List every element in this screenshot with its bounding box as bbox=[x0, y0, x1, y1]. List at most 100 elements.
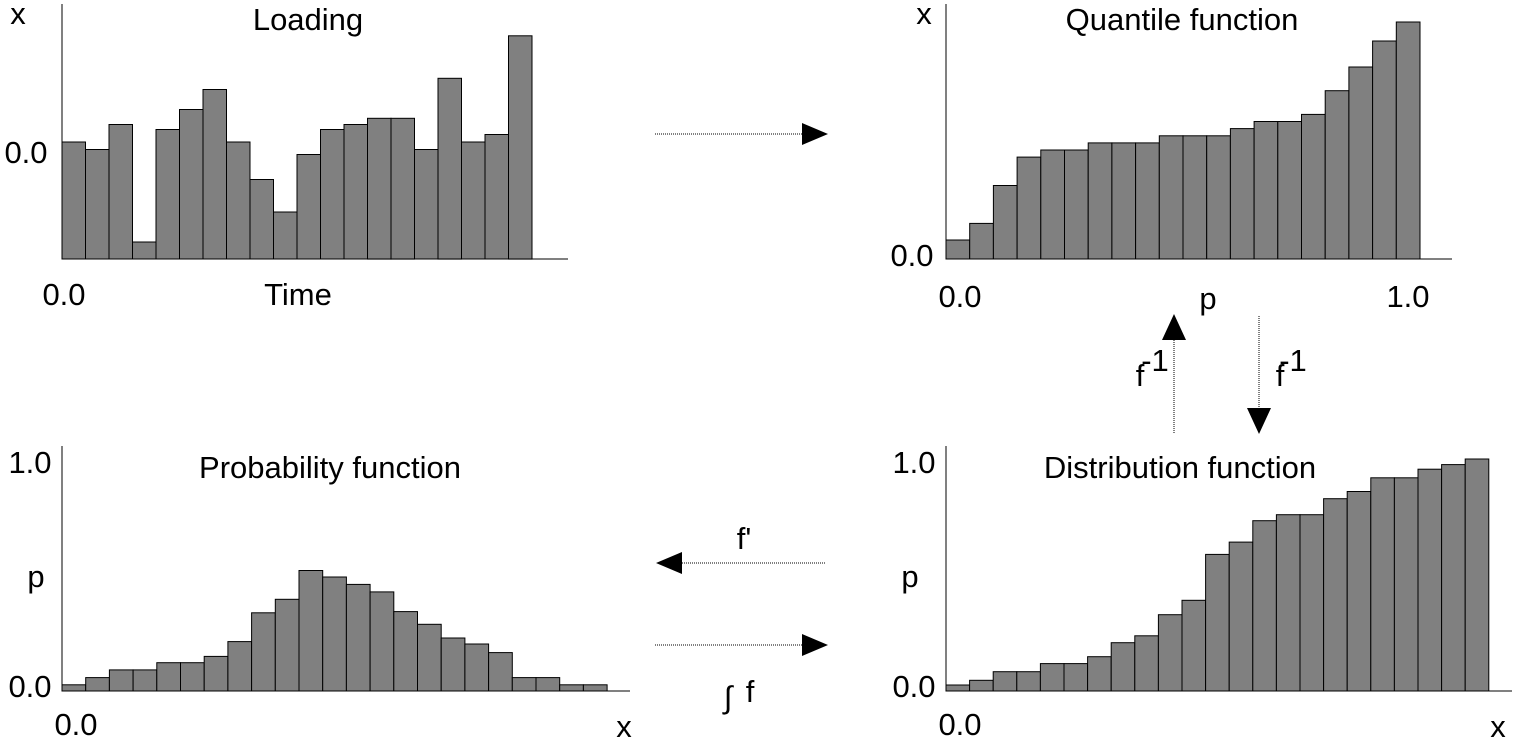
quantile-bar bbox=[1372, 40, 1397, 260]
loading-bar bbox=[343, 124, 368, 260]
probability-title: Probability function bbox=[199, 450, 461, 485]
distribution-bar bbox=[1110, 642, 1136, 692]
probability-bar bbox=[203, 655, 229, 692]
probability-x-axis-label: x bbox=[616, 709, 632, 740]
distribution-bar bbox=[1205, 553, 1230, 692]
distribution-bar bbox=[1464, 458, 1490, 692]
loading-bar bbox=[296, 154, 321, 260]
quantile-x-axis-label: p bbox=[1199, 281, 1216, 316]
distribution-y-tick-top: 1.0 bbox=[892, 445, 935, 480]
quantile-bar bbox=[1087, 142, 1113, 260]
probability-bar bbox=[85, 677, 110, 692]
distribution-bar bbox=[1157, 614, 1183, 692]
loading-bar bbox=[367, 117, 392, 260]
loading-bar bbox=[508, 35, 533, 260]
distribution-bar bbox=[1252, 520, 1277, 692]
loading-bar bbox=[108, 124, 133, 260]
quantile-title: Quantile function bbox=[1066, 2, 1299, 37]
probability-bar bbox=[393, 611, 418, 692]
distribution-bar bbox=[992, 671, 1018, 692]
probability-bar bbox=[180, 662, 205, 692]
loading-to-quantile-arrow bbox=[655, 123, 828, 145]
distribution-bar bbox=[1299, 514, 1325, 692]
probability-bar bbox=[535, 677, 561, 692]
probability-bar bbox=[464, 643, 490, 692]
probability-bar bbox=[511, 677, 537, 692]
integral-label: f bbox=[746, 674, 755, 709]
distribution-x-axis-label: x bbox=[1490, 709, 1506, 740]
quantile-bar bbox=[1229, 128, 1255, 260]
distribution-y-tick-bottom: 0.0 bbox=[892, 669, 935, 704]
quantile-bar bbox=[1040, 149, 1066, 260]
distribution-bars bbox=[945, 458, 1490, 692]
probability-bar bbox=[440, 637, 466, 692]
quantile-bar bbox=[945, 239, 971, 260]
loading-bar bbox=[202, 89, 227, 260]
quantile-bar bbox=[1111, 142, 1137, 260]
loading-bar bbox=[85, 149, 110, 260]
probability-bar bbox=[274, 598, 300, 692]
probability-y-tick-bottom: 0.0 bbox=[8, 669, 51, 704]
quantile-bar bbox=[992, 185, 1018, 260]
distribution-bar bbox=[1134, 635, 1159, 692]
distribution-x-tick-zero: 0.0 bbox=[938, 707, 981, 740]
probability-bars bbox=[61, 570, 608, 692]
quantile-bar bbox=[1395, 21, 1421, 260]
distribution-bar bbox=[1039, 663, 1065, 692]
distribution-bar bbox=[1228, 541, 1254, 692]
loading-bar bbox=[484, 134, 509, 260]
distribution-bar bbox=[1063, 663, 1089, 692]
loading-bar bbox=[437, 77, 462, 260]
derivative-label: f' bbox=[737, 521, 752, 556]
loading-x-axis-label: Time bbox=[264, 277, 332, 312]
distribution-bar bbox=[1417, 468, 1443, 692]
probability-bar bbox=[227, 641, 253, 692]
loading-bar bbox=[414, 149, 439, 260]
loading-bar bbox=[390, 117, 415, 260]
probability-bar bbox=[132, 669, 158, 692]
distribution-bar bbox=[1393, 477, 1419, 692]
probability-y-axis-label: p bbox=[27, 559, 44, 594]
quantile-x-tick-end: 1.0 bbox=[1386, 279, 1429, 314]
quantile-y-tick-zero: 0.0 bbox=[890, 238, 933, 273]
loading-y-tick-zero: 0.0 bbox=[4, 135, 47, 170]
loading-bar bbox=[249, 179, 274, 260]
quantile-bar bbox=[1158, 135, 1184, 260]
loading-bars bbox=[61, 35, 533, 260]
quantile-bar bbox=[969, 222, 994, 260]
probability-x-tick-zero: 0.0 bbox=[54, 707, 97, 740]
probability-bar bbox=[369, 591, 395, 692]
distribution-bar bbox=[1181, 599, 1207, 692]
inverse-down-superscript: -1 bbox=[1279, 343, 1307, 378]
loading-bar bbox=[273, 211, 298, 260]
probability-bar bbox=[559, 684, 584, 692]
probability-bar bbox=[251, 612, 276, 692]
quantile-bar bbox=[1135, 142, 1160, 260]
quantile-bar bbox=[1301, 113, 1326, 260]
distribution-bar bbox=[1323, 498, 1348, 692]
probability-bar bbox=[156, 662, 182, 692]
integral-symbol: ∫ bbox=[722, 680, 735, 715]
inverse-up-label: f bbox=[1136, 358, 1145, 393]
quantile-bar bbox=[1206, 135, 1231, 260]
quantile-bar bbox=[1182, 135, 1208, 260]
distribution-bar bbox=[1016, 671, 1041, 692]
quantile-bar bbox=[1016, 156, 1042, 260]
loading-bar bbox=[461, 141, 486, 260]
loading-bar bbox=[179, 109, 204, 260]
probability-bar bbox=[417, 623, 442, 692]
quantile-bar bbox=[1277, 121, 1303, 260]
quantile-bar bbox=[1324, 90, 1350, 260]
quantile-bar bbox=[1064, 149, 1089, 260]
loading-bar bbox=[61, 141, 86, 260]
quantile-y-axis-label: x bbox=[916, 0, 932, 31]
distribution-title: Distribution function bbox=[1044, 450, 1316, 485]
quantile-bar bbox=[1348, 66, 1374, 260]
probability-bar bbox=[61, 684, 87, 692]
distribution-bar bbox=[1087, 656, 1112, 692]
probability-bar bbox=[108, 669, 134, 692]
distribution-y-axis-label: p bbox=[901, 559, 918, 594]
probability-bar bbox=[322, 576, 347, 692]
distribution-bar bbox=[1346, 491, 1372, 692]
